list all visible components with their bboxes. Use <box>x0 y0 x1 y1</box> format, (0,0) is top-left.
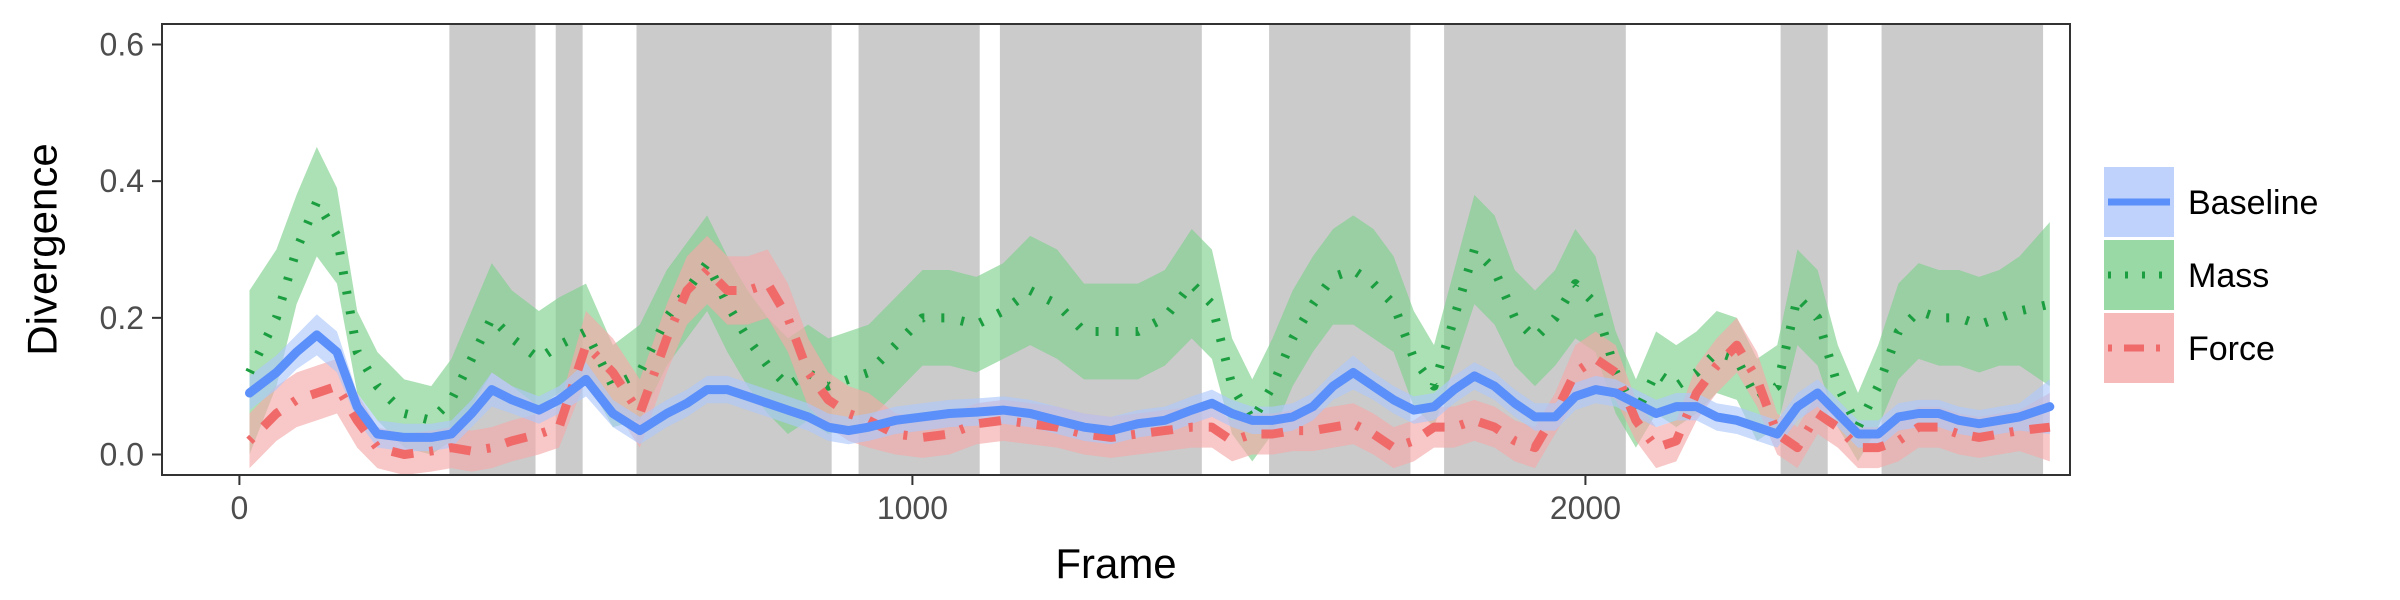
x-tick-label: 2000 <box>1550 490 1621 526</box>
band-mass <box>249 147 2050 462</box>
y-tick-label: 0.0 <box>100 437 144 473</box>
y-tick-label: 0.2 <box>100 300 144 336</box>
legend-key-mass <box>2104 240 2174 310</box>
plot-panel-border <box>161 23 2071 476</box>
legend-label-mass: Mass <box>2188 257 2269 295</box>
legend-item-mass: Mass <box>2104 240 2269 310</box>
legend-label-force: Force <box>2188 330 2275 368</box>
legend-item-force: Force <box>2104 313 2275 383</box>
legend-label-baseline: Baseline <box>2188 184 2318 222</box>
x-tick-label: 0 <box>230 490 248 526</box>
shaded-region-9 <box>1881 24 2044 475</box>
line-force <box>246 265 2051 459</box>
legend: Baseline Mass Force <box>2104 167 2318 383</box>
y-axis: 0.0 0.2 0.4 0.6 <box>100 27 162 473</box>
y-axis-title: Divergence <box>19 143 66 355</box>
y-tick-label: 0.6 <box>100 27 144 63</box>
series-lines <box>244 197 2055 459</box>
x-axis: 0 1000 2000 <box>230 475 1621 526</box>
y-tick-label: 0.4 <box>100 163 144 199</box>
legend-item-baseline: Baseline <box>2104 167 2318 237</box>
x-axis-title: Frame <box>1055 540 1176 587</box>
x-tick-label: 1000 <box>877 490 948 526</box>
line-baseline <box>244 330 2055 442</box>
band-force <box>249 235 2050 475</box>
